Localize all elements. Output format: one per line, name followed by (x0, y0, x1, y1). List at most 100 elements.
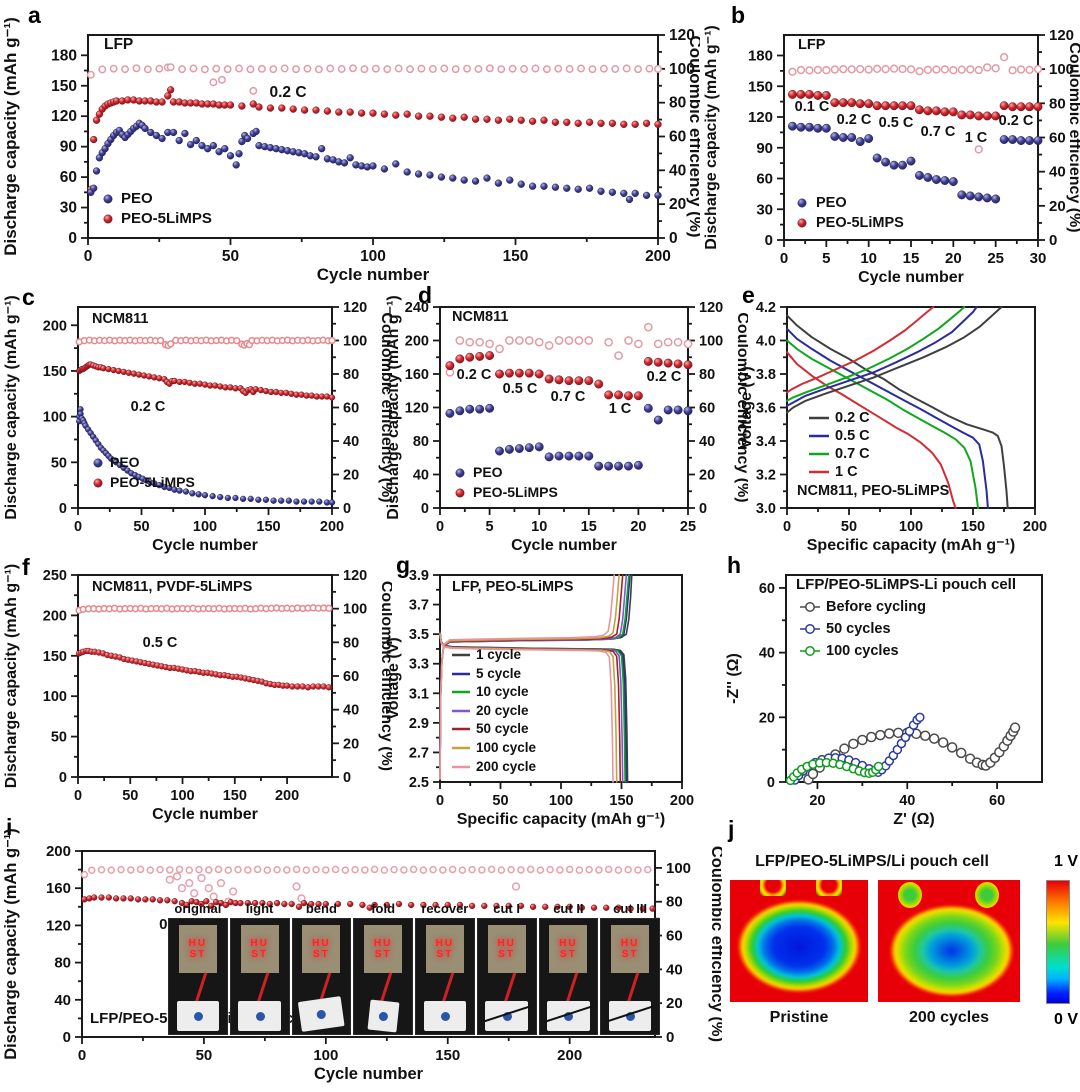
panel-f-letter: f (22, 554, 30, 580)
svg-text:100: 100 (360, 248, 386, 265)
svg-text:50: 50 (492, 793, 508, 809)
svg-text:150: 150 (43, 649, 67, 665)
svg-text:0: 0 (63, 1029, 71, 1046)
svg-text:120: 120 (343, 300, 367, 316)
panel-a-cycling-lfp-chart: 0 50 100 150 200 Cycle number 0 30 60 90 120 150 180… (0, 0, 705, 290)
pouch-logo-icon (316, 1008, 327, 1020)
led-display: HU ST (487, 924, 526, 974)
svg-text:Coulombic efficiency (%): Coulombic efficiency (%) (686, 35, 700, 237)
panel-c-cycling-ncm811-chart: 0 50 100 150 200 Cycle number 0 50 100 150 200 Disc… (0, 285, 395, 562)
pristine-red-notch (760, 880, 787, 896)
svg-text:0: 0 (666, 1029, 674, 1046)
svg-text:90: 90 (756, 140, 773, 157)
svg-text:0.2 C: 0.2 C (131, 399, 166, 415)
inset-cell: bend HU ST (291, 901, 352, 1035)
svg-text:NCM811, PEO-5LiMPS: NCM811, PEO-5LiMPS (797, 483, 950, 499)
svg-text:10 cycle: 10 cycle (476, 684, 529, 699)
svg-text:Before cycling: Before cycling (826, 599, 926, 615)
pouch-cell (423, 1000, 467, 1031)
svg-text:0.5 C: 0.5 C (879, 115, 914, 131)
svg-text:0.5 C: 0.5 C (143, 635, 178, 651)
svg-text:3.5: 3.5 (409, 627, 429, 643)
svg-text:Z' (Ω): Z' (Ω) (893, 811, 935, 828)
inset-photo-label: cut III (613, 901, 648, 916)
pouch-cell (485, 1000, 528, 1031)
pouch-logo-icon (440, 1011, 450, 1021)
svg-text:40: 40 (699, 434, 715, 450)
svg-text:120: 120 (46, 917, 71, 934)
svg-text:0: 0 (1049, 232, 1057, 249)
svg-text:80: 80 (666, 894, 683, 911)
svg-text:150: 150 (43, 364, 67, 380)
svg-text:60: 60 (60, 169, 77, 186)
svg-text:Specific capacity (mAh g⁻¹): Specific capacity (mAh g⁻¹) (457, 811, 666, 828)
svg-text:200: 200 (43, 608, 67, 624)
svg-text:0.2 C: 0.2 C (835, 410, 870, 426)
pouch-cell (608, 1000, 652, 1031)
led-display: HU ST (240, 924, 279, 974)
svg-text:1 C: 1 C (835, 464, 858, 480)
led-display: HU ST (178, 924, 217, 974)
svg-text:Coulombic efficiency (%): Coulombic efficiency (%) (378, 312, 392, 502)
inset-cell: fold HU ST (353, 901, 413, 1035)
svg-text:100: 100 (43, 689, 67, 705)
pouch-logo-icon (626, 1011, 636, 1021)
svg-text:PEO: PEO (121, 190, 153, 207)
svg-text:3.8: 3.8 (756, 367, 776, 383)
svg-text:5: 5 (486, 519, 494, 535)
svg-text:40: 40 (899, 793, 915, 809)
svg-text:20: 20 (699, 468, 715, 484)
svg-text:50: 50 (51, 730, 67, 746)
svg-text:80: 80 (1049, 95, 1066, 112)
svg-text:20: 20 (669, 196, 686, 213)
svg-text:100: 100 (43, 410, 67, 426)
svg-text:80: 80 (343, 635, 359, 651)
pouch-demo-photo: HU ST (415, 918, 475, 1035)
panel-b-rate-lfp-chart: 0 5 10 15 20 25 30 Cycle number 0 30 60 90 120 150 180… (700, 0, 1080, 290)
svg-text:50: 50 (196, 1047, 213, 1064)
svg-text:20: 20 (343, 736, 359, 752)
svg-text:NCM811: NCM811 (92, 311, 148, 327)
svg-text:PEO-5LiMPS: PEO-5LiMPS (473, 484, 558, 500)
svg-text:PEO-5LiMPS: PEO-5LiMPS (110, 474, 195, 490)
panel-g-voltage-profile-lfp-chart: 0 50 100 150 200 Specific capacity (mAh g⁻¹) 2… (382, 557, 722, 834)
svg-text:Coulombic efficiency (%): Coulombic efficiency (%) (734, 312, 748, 502)
svg-text:1 C: 1 C (965, 130, 988, 146)
svg-text:120: 120 (699, 300, 723, 316)
colorbar-min-label: 0 V (1053, 1011, 1078, 1028)
svg-text:25: 25 (987, 250, 1004, 267)
svg-text:0: 0 (343, 501, 351, 517)
svg-text:0.2 C: 0.2 C (647, 369, 682, 385)
map-caption-pristine: Pristine (769, 1009, 829, 1026)
svg-text:200: 200 (275, 788, 299, 804)
svg-text:100: 100 (313, 1047, 338, 1064)
svg-text:80: 80 (413, 434, 429, 450)
svg-text:250: 250 (43, 568, 67, 584)
pouch-logo-icon (564, 1011, 574, 1021)
panel-d-letter: d (418, 282, 433, 308)
svg-text:60: 60 (343, 669, 359, 685)
inset-cell: cut II HU ST (538, 901, 599, 1035)
panel-j-letter: j (728, 816, 735, 842)
svg-text:Cycle number: Cycle number (858, 269, 964, 285)
panel-h-nyquist-chart: 20 40 60 Z' (Ω) 0 20 40 60 -Z'' (Ω) LFP/PEO-5LiMP… (722, 557, 1080, 834)
inset-cell: cut I HU ST (476, 901, 537, 1035)
svg-text:10: 10 (860, 250, 877, 267)
svg-text:Voltage (V): Voltage (V) (385, 637, 402, 719)
svg-text:Cycle number: Cycle number (152, 537, 258, 554)
inset-cell: recover HU ST (415, 901, 475, 1035)
svg-text:40: 40 (759, 646, 775, 662)
svg-text:Cycle number: Cycle number (314, 1065, 424, 1083)
svg-text:150: 150 (435, 1047, 460, 1064)
svg-text:PEO: PEO (473, 464, 503, 480)
svg-text:0: 0 (74, 519, 82, 535)
svg-text:200: 200 (43, 318, 67, 334)
svg-text:0.7 C: 0.7 C (921, 124, 956, 140)
voltage-map-pristine (730, 880, 868, 1002)
svg-text:50 cycle: 50 cycle (476, 721, 529, 736)
svg-text:0: 0 (74, 788, 82, 804)
panel-d-rate-ncm811-chart: 0 5 10 15 20 25 Cycle number 0 40 80 120 160 200 240 D… (382, 285, 751, 562)
svg-text:Coulombic efficiency (%): Coulombic efficiency (%) (1066, 42, 1080, 232)
inset-photo-label: cut II (553, 901, 584, 916)
